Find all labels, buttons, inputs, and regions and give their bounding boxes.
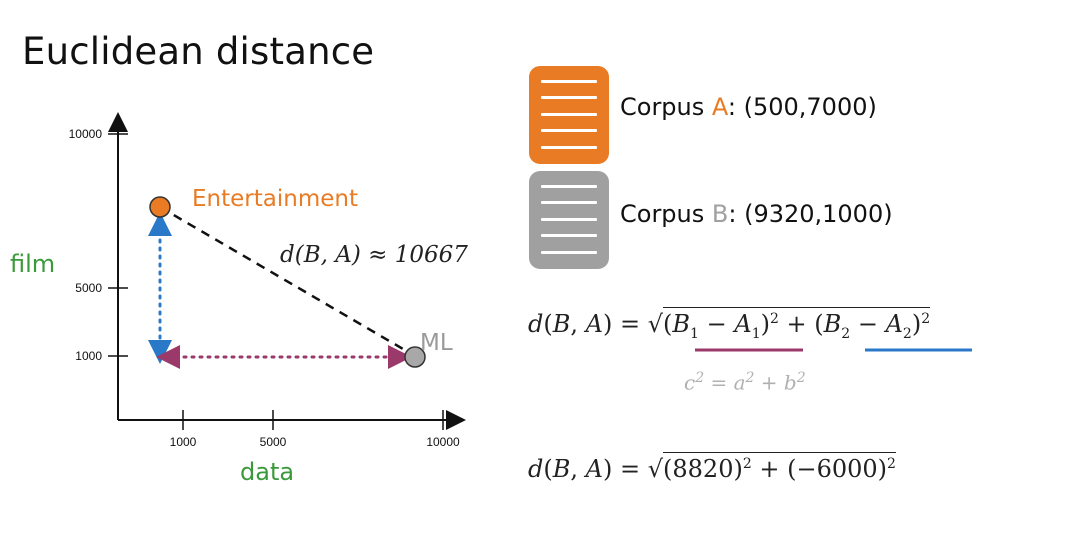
- distance-formula: d(B, A) = √(B1 − A1)2 + (B2 − A2)2: [528, 307, 931, 342]
- point-ml: [404, 346, 426, 368]
- y-tick-label: 5000: [75, 281, 102, 295]
- point-entertainment: [149, 196, 171, 218]
- x-tick-label: 10000: [426, 435, 460, 449]
- distance-formula-values: d(B, A) = √(8820)2 + (−6000)2: [528, 452, 896, 483]
- pythagorean-formula: c2 = a2 + b2: [684, 370, 806, 395]
- y-tick-label: 1000: [75, 349, 102, 363]
- point-label-entertainment: Entertainment: [192, 186, 358, 212]
- x-ticks: 1000 5000 10000: [170, 410, 460, 449]
- x-tick-label: 1000: [170, 435, 197, 449]
- y-tick-label: 10000: [69, 127, 103, 141]
- distance-line: [159, 205, 416, 358]
- point-label-ml: ML: [420, 330, 453, 356]
- y-axis-label: film: [10, 250, 55, 278]
- x-axis-label: data: [240, 458, 294, 486]
- corpus-a-document-icon: [529, 66, 609, 164]
- page-title: Euclidean distance: [22, 30, 375, 73]
- distance-annotation: d(B, A) ≈ 10667: [280, 242, 468, 268]
- y-ticks: 10000 5000 1000: [69, 127, 128, 363]
- corpus-b-document-icon: [529, 171, 609, 269]
- x-tick-label: 5000: [260, 435, 287, 449]
- corpus-b-label: Corpus B: (9320,1000): [620, 200, 893, 228]
- corpus-a-label: Corpus A: (500,7000): [620, 93, 877, 121]
